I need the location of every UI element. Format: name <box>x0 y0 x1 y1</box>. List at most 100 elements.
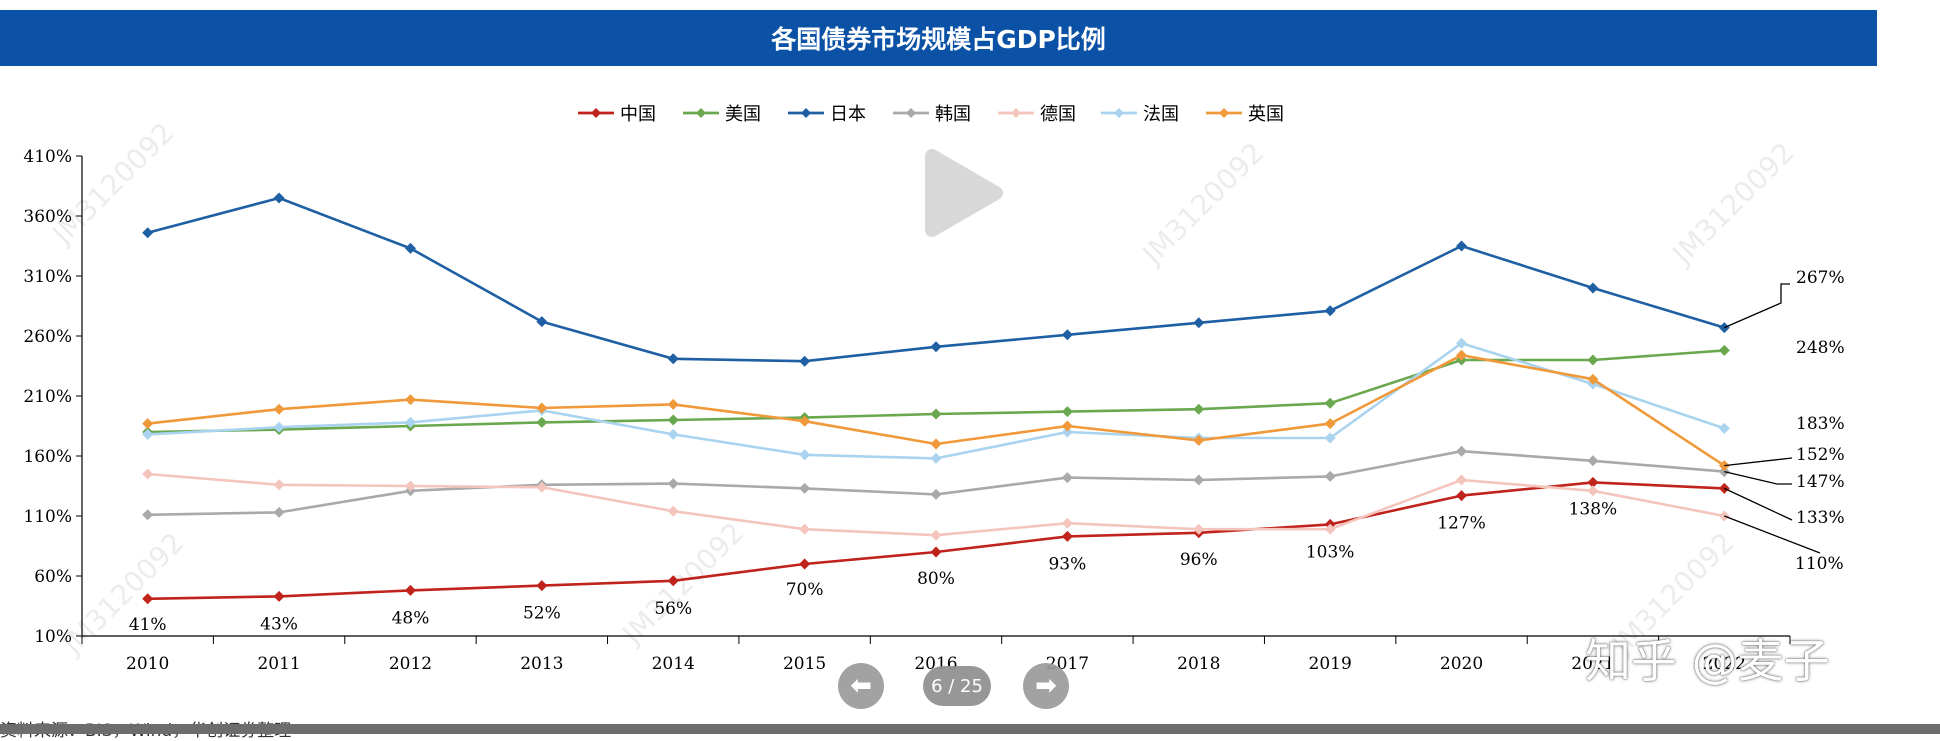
prev-page-button[interactable]: ⬅ <box>838 663 884 709</box>
data-point-germany <box>1587 485 1599 497</box>
data-point-germany <box>1456 474 1468 486</box>
data-point-germany <box>404 480 416 492</box>
legend-marker-japan <box>801 108 811 118</box>
data-point-usa <box>1193 403 1205 415</box>
data-label-china: 52% <box>523 604 561 624</box>
y-tick-label: 160% <box>23 447 72 467</box>
y-tick-label: 310% <box>23 267 72 287</box>
data-point-uk <box>1456 349 1468 361</box>
data-point-france <box>930 452 942 464</box>
x-tick-label: 2013 <box>520 654 563 674</box>
data-point-france <box>1324 432 1336 444</box>
data-point-germany <box>930 529 942 541</box>
faint-watermark: JM3120092 <box>55 526 191 662</box>
data-point-japan <box>667 353 679 365</box>
end-label: 183% <box>1796 414 1845 434</box>
legend-label-japan: 日本 <box>830 104 866 125</box>
x-tick-label: 2011 <box>257 654 300 674</box>
data-point-uk <box>536 402 548 414</box>
data-point-china <box>1061 530 1073 542</box>
y-tick-label: 410% <box>23 147 72 167</box>
data-point-uk <box>930 438 942 450</box>
data-label-china: 93% <box>1048 554 1086 574</box>
data-point-korea <box>930 488 942 500</box>
data-point-uk <box>667 398 679 410</box>
data-point-germany <box>273 479 285 491</box>
faint-watermark: JM3120092 <box>45 116 181 252</box>
data-label-china: 43% <box>260 614 298 634</box>
data-point-japan <box>273 192 285 204</box>
data-label-china: 96% <box>1180 550 1218 570</box>
data-point-germany <box>536 481 548 493</box>
data-point-japan <box>142 227 154 239</box>
arrow-right-icon: ➡ <box>1035 671 1057 701</box>
data-point-uk <box>273 403 285 415</box>
data-point-japan <box>1456 240 1468 252</box>
data-point-germany <box>1324 523 1336 535</box>
data-point-korea <box>142 509 154 521</box>
page-indicator: 6 / 25 <box>923 666 991 706</box>
data-point-korea <box>1456 445 1468 457</box>
data-point-germany <box>142 468 154 480</box>
data-point-france <box>667 428 679 440</box>
data-label-china: 80% <box>917 569 955 589</box>
chart-title-bar: 各国债券市场规模占GDP比例 <box>0 10 1877 66</box>
data-point-uk <box>1587 373 1599 385</box>
data-point-japan <box>930 341 942 353</box>
x-tick-label: 2014 <box>652 654 695 674</box>
data-point-korea <box>1324 470 1336 482</box>
end-label: 248% <box>1796 338 1845 358</box>
legend-marker-france <box>1114 108 1124 118</box>
data-point-usa <box>1324 397 1336 409</box>
y-tick-label: 360% <box>23 207 72 227</box>
data-point-china <box>667 575 679 587</box>
end-label-leader <box>1724 283 1790 329</box>
x-tick-label: 2010 <box>126 654 169 674</box>
end-label-leader <box>1724 515 1821 554</box>
zhihu-watermark: 知乎 @麦子 <box>1585 634 1830 688</box>
data-point-korea <box>1193 474 1205 486</box>
end-label-leader <box>1724 470 1792 485</box>
data-label-china: 48% <box>392 608 430 628</box>
y-tick-label: 260% <box>23 327 72 347</box>
play-icon <box>925 149 1003 237</box>
data-label-china: 127% <box>1437 514 1486 534</box>
legend-marker-china <box>591 108 601 118</box>
data-point-france <box>1718 422 1730 434</box>
legend-marker-uk <box>1219 108 1229 118</box>
x-tick-label: 2022 <box>1703 654 1746 674</box>
data-point-japan <box>536 316 548 328</box>
data-point-france <box>1061 426 1073 438</box>
data-point-korea <box>1587 455 1599 467</box>
data-point-uk <box>1193 434 1205 446</box>
play-button[interactable] <box>925 149 1003 237</box>
x-tick-label: 2015 <box>783 654 826 674</box>
data-point-uk <box>799 415 811 427</box>
faint-watermark: JM3120092 <box>1135 136 1271 272</box>
end-label: 267% <box>1796 268 1845 288</box>
data-point-korea <box>1061 472 1073 484</box>
data-point-uk <box>142 418 154 430</box>
end-label: 133% <box>1796 508 1845 528</box>
legend-label-usa: 美国 <box>725 104 761 125</box>
legend-label-korea: 韩国 <box>935 104 971 125</box>
next-page-button[interactable]: ➡ <box>1023 663 1069 709</box>
data-point-france <box>1456 337 1468 349</box>
data-point-china <box>142 593 154 605</box>
data-point-usa <box>930 408 942 420</box>
data-point-china <box>799 558 811 570</box>
y-tick-label: 10% <box>34 627 72 647</box>
end-label: 147% <box>1796 472 1845 492</box>
data-point-uk <box>1061 420 1073 432</box>
data-point-usa <box>1587 354 1599 366</box>
data-point-france <box>404 416 416 428</box>
data-point-germany <box>667 505 679 517</box>
data-point-germany <box>1061 517 1073 529</box>
end-label: 152% <box>1796 445 1845 465</box>
data-label-china: 70% <box>786 580 824 600</box>
data-point-japan <box>1061 329 1073 341</box>
legend-label-uk: 英国 <box>1248 104 1284 125</box>
legend-marker-korea <box>906 108 916 118</box>
faint-watermark: JM3120092 <box>615 516 751 652</box>
